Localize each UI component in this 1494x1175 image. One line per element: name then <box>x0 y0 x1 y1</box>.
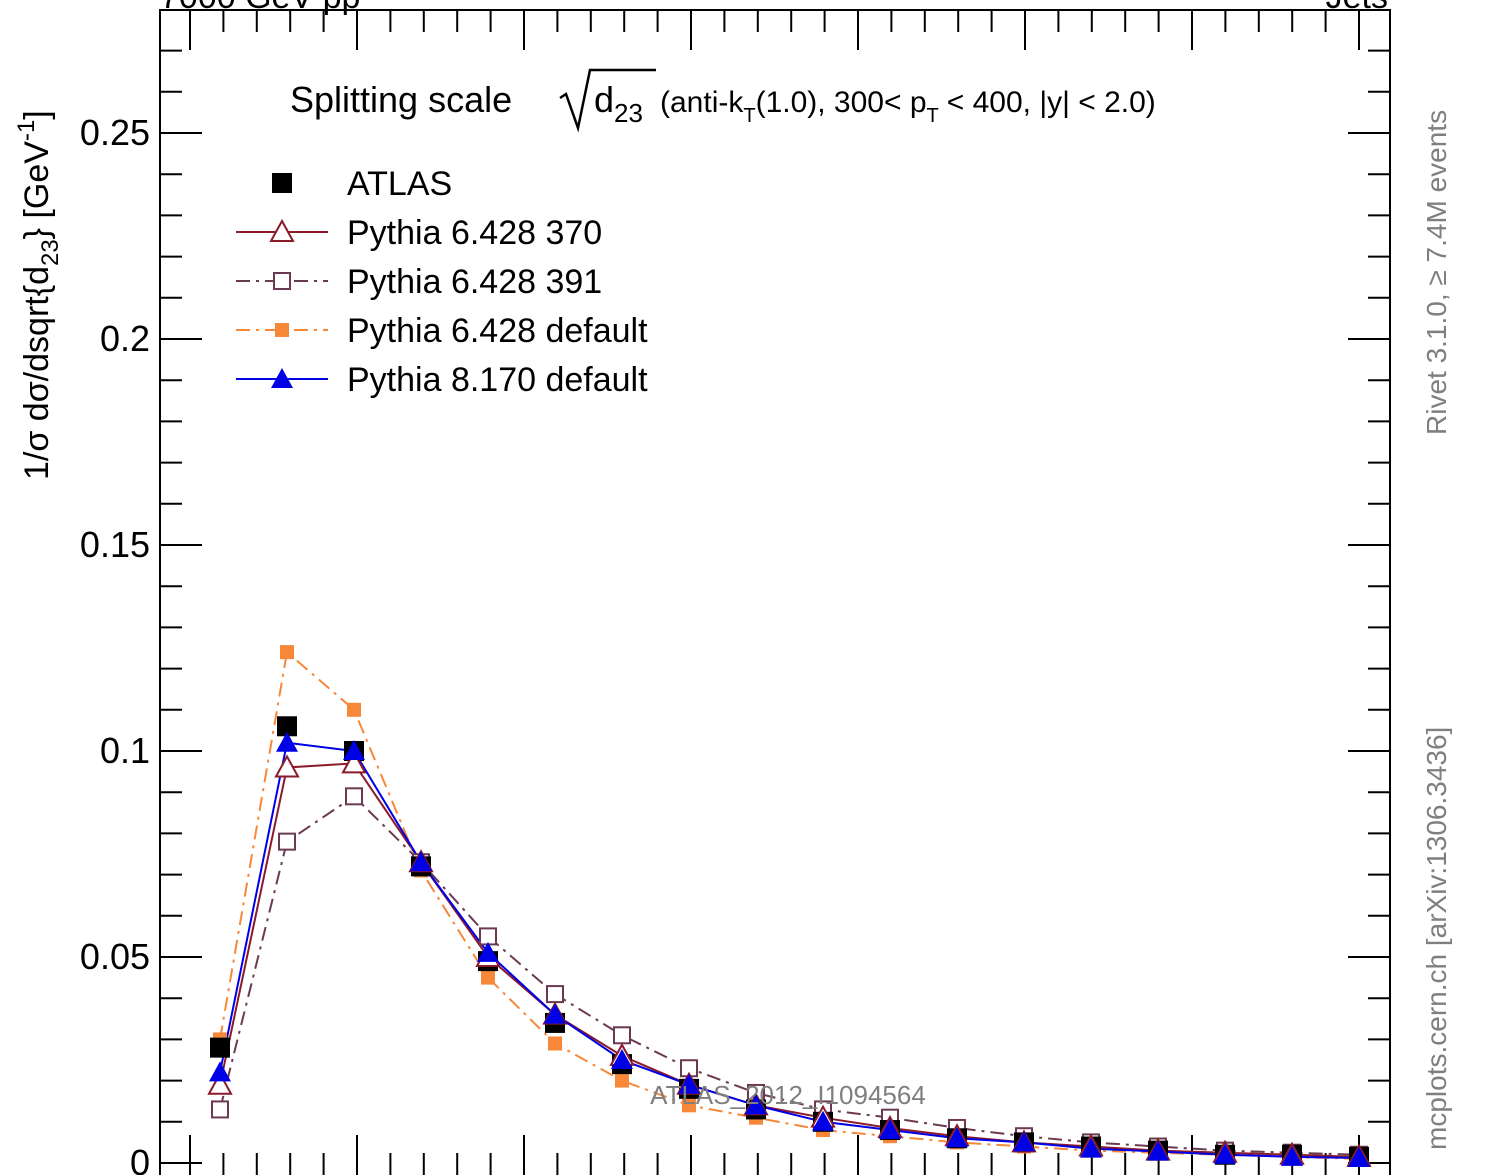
marker-p8_default <box>611 1049 633 1069</box>
marker-p6_391 <box>546 985 564 1004</box>
y-axis-label-main: 1/σ dσ/dsqrt{d <box>18 266 56 480</box>
marker-p6_default <box>682 1098 696 1113</box>
legend-label-p8_default: Pythia 8.170 default <box>347 361 648 399</box>
marker-p8_default <box>946 1127 968 1148</box>
y-tick-labels: 0 0.05 0.1 0.15 0.2 0.25 <box>80 112 150 1175</box>
marker-p8_default <box>1214 1143 1236 1164</box>
header-left: 7000 GeV pp <box>160 0 360 16</box>
marker-p8_default <box>1147 1140 1169 1161</box>
title-prefix: Splitting scale <box>290 79 512 120</box>
y-axis-label-sup: -1 <box>13 120 40 141</box>
marker-p8_default <box>1080 1137 1102 1158</box>
marker-p6_default <box>548 1036 562 1051</box>
marker-p6_370 <box>207 1071 233 1095</box>
y-tick-label: 0.1 <box>100 730 150 771</box>
marker-atlas <box>277 716 297 737</box>
tick-marks <box>160 10 1390 1175</box>
marker-p6_370 <box>274 754 300 778</box>
marker-p8_default <box>678 1073 700 1094</box>
marker-p6_391 <box>613 1026 631 1045</box>
series-lines <box>219 650 1360 1160</box>
marker-p6_391 <box>345 787 363 806</box>
mcplots-label: mcplots.cern.ch [arXiv:1306.3436] <box>1421 727 1452 1150</box>
legend-marker-atlas <box>272 173 292 193</box>
y-axis-label: 1/σ dσ/dsqrt{d23} [GeV-1] <box>13 110 64 480</box>
y-axis-label-end: ] <box>18 110 56 119</box>
marker-p6_default <box>347 702 361 717</box>
rivet-label: Rivet 3.1.0, ≥ 7.4M events <box>1421 110 1452 435</box>
legend-item-atlas: ATLAS <box>272 165 452 203</box>
marker-p6_default <box>615 1073 629 1088</box>
marker-p8_default <box>544 1003 566 1024</box>
marker-p8_default <box>477 941 499 962</box>
marker-atlas <box>210 1037 230 1058</box>
plot-frame <box>159 9 1391 1175</box>
legend-label-p6_default: Pythia 6.428 default <box>347 312 648 350</box>
series-line-p6_391 <box>219 795 1360 1156</box>
y-tick-label: 0.2 <box>100 318 150 359</box>
marker-p8_default <box>812 1110 834 1131</box>
legend-label-p6_370: Pythia 6.428 370 <box>347 214 602 252</box>
marker-p8_default <box>343 740 365 760</box>
legend-item-p6_370: Pythia 6.428 370 <box>236 214 602 252</box>
title-suffix: (anti-kT(1.0), 300< pT < 400, |y| < 2.0) <box>660 86 1156 127</box>
series-markers <box>207 645 1372 1168</box>
y-tick-label: 0.15 <box>80 524 150 565</box>
marker-p8_default <box>745 1094 767 1115</box>
y-tick-label: 0.05 <box>80 936 150 977</box>
legend-item-p6_default: Pythia 6.428 default <box>236 312 648 350</box>
legend-marker-p6_default <box>275 323 289 337</box>
marker-p8_default <box>276 731 298 752</box>
header-right: Jets <box>1326 0 1388 16</box>
sqrt-sign-icon <box>559 68 656 133</box>
legend-item-p6_391: Pythia 6.428 391 <box>236 263 602 301</box>
legend-marker-p8_default <box>271 368 293 388</box>
analysis-watermark: ATLAS_2012_I1094564 <box>650 1080 926 1110</box>
legend-label-atlas: ATLAS <box>347 165 452 203</box>
marker-p6_391 <box>211 1100 229 1119</box>
legend-marker-p6_370 <box>269 218 295 242</box>
series-line-p8_default <box>219 741 1360 1160</box>
marker-p8_default <box>879 1119 901 1140</box>
marker-p8_default <box>1348 1147 1370 1168</box>
marker-p6_default <box>481 970 495 985</box>
marker-p8_default <box>1281 1145 1303 1166</box>
marker-p8_default <box>410 851 432 872</box>
chart-title: Splitting scale d23 (anti-kT(1.0), 300< … <box>290 68 1156 133</box>
marker-p6_391 <box>278 832 296 851</box>
marker-p6_370 <box>341 750 367 774</box>
marker-p6_default <box>280 645 294 660</box>
y-axis-label-mid: } [GeV <box>18 141 56 240</box>
y-tick-label: 0 <box>130 1142 150 1175</box>
series-line-p6_370 <box>219 762 1360 1158</box>
marker-p8_default <box>209 1061 231 1082</box>
title-symbol: d23 <box>594 79 643 128</box>
legend-label-p6_391: Pythia 6.428 391 <box>347 263 602 301</box>
legend: ATLAS Pythia 6.428 370 Pythia 6.428 391 Pyt… <box>236 165 648 399</box>
y-axis-label-sub: 23 <box>37 239 64 266</box>
y-tick-label: 0.25 <box>80 112 150 153</box>
legend-marker-p6_391 <box>273 272 291 290</box>
marker-p8_default <box>1013 1131 1035 1152</box>
legend-item-p8_default: Pythia 8.170 default <box>236 361 648 399</box>
